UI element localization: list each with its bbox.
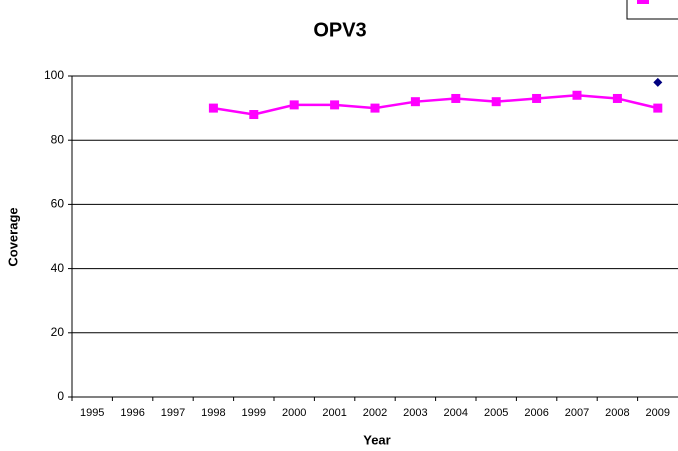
marker (208, 103, 218, 113)
legend-box (626, 0, 678, 20)
marker (491, 97, 501, 107)
x-tick-label: 1995 (80, 407, 104, 419)
x-tick-label: 2004 (444, 407, 468, 419)
x-tick-label: 1999 (242, 407, 266, 419)
x-tick-label: 2008 (605, 407, 629, 419)
x-tick-label: 1996 (120, 407, 144, 419)
x-tick-label: 2009 (646, 407, 670, 419)
marker (612, 93, 622, 103)
x-tick-label: 2002 (363, 407, 387, 419)
y-tick-label: 80 (51, 132, 65, 146)
x-tick-label: 1998 (201, 407, 225, 419)
marker (410, 97, 420, 107)
x-tick-label: 2006 (524, 407, 548, 419)
marker (451, 93, 461, 103)
y-tick-label: 60 (51, 197, 65, 211)
x-tick-label: 2003 (403, 407, 427, 419)
series-line (213, 94, 659, 116)
x-tick-label: 2000 (282, 407, 306, 419)
x-tick-label: 1997 (161, 407, 185, 419)
y-tick-label: 0 (57, 389, 64, 403)
marker (532, 93, 542, 103)
x-tick-label: 2001 (322, 407, 346, 419)
x-tick-label: 2007 (565, 407, 589, 419)
marker (653, 77, 663, 87)
y-tick-label: 20 (51, 325, 65, 339)
y-tick-label: 40 (51, 261, 65, 275)
marker (249, 110, 259, 120)
marker (572, 90, 582, 100)
x-axis-title: Year (363, 432, 390, 447)
marker (370, 103, 380, 113)
x-tick-label: 2005 (484, 407, 508, 419)
chart-title: OPV3 (313, 19, 366, 41)
marker (330, 100, 340, 110)
y-tick-label: 100 (44, 68, 64, 82)
marker (289, 100, 299, 110)
legend-marker (637, 0, 649, 4)
marker (653, 103, 663, 113)
y-axis-title: Coverage (5, 207, 20, 266)
